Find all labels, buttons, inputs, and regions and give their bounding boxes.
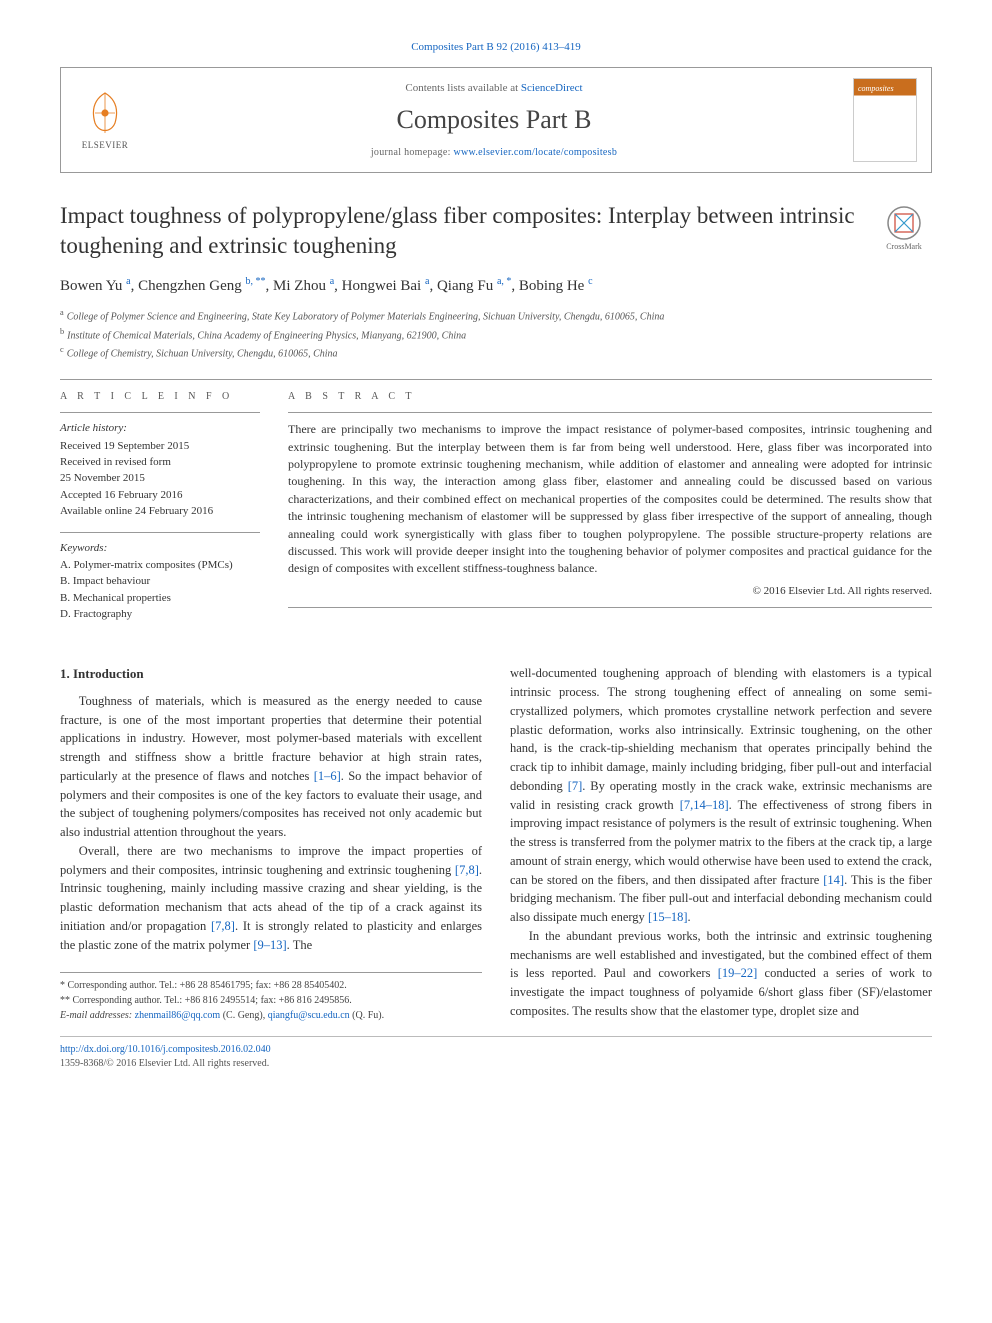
bottom-bar: http://dx.doi.org/10.1016/j.compositesb.… — [60, 1036, 932, 1071]
journal-cover-thumbnail — [853, 78, 917, 162]
ref-link[interactable]: [7,14–18] — [680, 798, 729, 812]
article-info-heading: A R T I C L E I N F O — [60, 390, 260, 404]
email-addresses: E-mail addresses: zhenmail86@qq.com (C. … — [60, 1009, 482, 1023]
email-link-2[interactable]: qiangfu@scu.edu.cn — [268, 1010, 350, 1021]
email-link-1[interactable]: zhenmail86@qq.com — [135, 1010, 221, 1021]
ref-link[interactable]: [15–18] — [648, 910, 688, 924]
history-line: Received in revised form — [60, 455, 260, 470]
publisher-name: ELSEVIER — [82, 139, 129, 152]
history-line: Received 19 September 2015 — [60, 439, 260, 454]
history-line: 25 November 2015 — [60, 471, 260, 486]
article-info-column: A R T I C L E I N F O Article history: R… — [60, 390, 260, 634]
abstract-column: A B S T R A C T There are principally tw… — [288, 390, 932, 634]
elsevier-logo: ELSEVIER — [75, 85, 135, 155]
article-title: Impact toughness of polypropylene/glass … — [60, 201, 932, 261]
ref-link[interactable]: [7,8] — [211, 919, 235, 933]
journal-name: Composites Part B — [149, 102, 839, 138]
history-line: Available online 24 February 2016 — [60, 504, 260, 519]
affiliation-b: Institute of Chemical Materials, China A… — [67, 330, 466, 341]
ref-link[interactable]: [7,8] — [455, 863, 479, 877]
body-columns: 1. Introduction Toughness of materials, … — [60, 664, 932, 1024]
keyword: A. Polymer-matrix composites (PMCs) — [60, 558, 260, 573]
affiliation-a: College of Polymer Science and Engineeri… — [67, 312, 665, 323]
affiliations: aCollege of Polymer Science and Engineer… — [60, 307, 932, 361]
intro-para-1: Toughness of materials, which is measure… — [60, 692, 482, 842]
sciencedirect-link[interactable]: ScienceDirect — [521, 82, 583, 94]
keyword: B. Mechanical properties — [60, 591, 260, 606]
contents-list-line: Contents lists available at ScienceDirec… — [149, 81, 839, 96]
top-citation: Composites Part B 92 (2016) 413–419 — [60, 40, 932, 55]
author-list: Bowen Yu a, Chengzhen Geng b, **, Mi Zho… — [60, 275, 932, 297]
journal-header: ELSEVIER Contents lists available at Sci… — [60, 67, 932, 173]
corresponding-2: ** Corresponding author. Tel.: +86 816 2… — [60, 994, 482, 1008]
intro-para-4: In the abundant previous works, both the… — [510, 927, 932, 1021]
abstract-text: There are principally two mechanisms to … — [288, 421, 932, 578]
ref-link[interactable]: [19–22] — [718, 966, 758, 980]
left-column: 1. Introduction Toughness of materials, … — [60, 664, 482, 1024]
keywords-label: Keywords: — [60, 541, 260, 556]
history-line: Accepted 16 February 2016 — [60, 488, 260, 503]
journal-homepage-line: journal homepage: www.elsevier.com/locat… — [149, 146, 839, 160]
abstract-heading: A B S T R A C T — [288, 390, 932, 404]
corresponding-1: * Corresponding author. Tel.: +86 28 854… — [60, 979, 482, 993]
ref-link[interactable]: [14] — [823, 873, 844, 887]
keyword: D. Fractography — [60, 607, 260, 622]
history-label: Article history: — [60, 421, 260, 436]
contents-prefix: Contents lists available at — [405, 82, 520, 94]
keyword: B. Impact behaviour — [60, 574, 260, 589]
affiliation-c: College of Chemistry, Sichuan University… — [67, 348, 338, 359]
ref-link[interactable]: [1–6] — [314, 769, 341, 783]
ref-link[interactable]: [7] — [568, 779, 583, 793]
ref-link[interactable]: [9–13] — [253, 938, 286, 952]
homepage-prefix: journal homepage: — [371, 147, 454, 158]
intro-heading: 1. Introduction — [60, 664, 482, 684]
intro-para-3: well-documented toughening approach of b… — [510, 664, 932, 927]
right-column: well-documented toughening approach of b… — [510, 664, 932, 1024]
issn-copyright: 1359-8368/© 2016 Elsevier Ltd. All right… — [60, 1057, 932, 1071]
corresponding-footnotes: * Corresponding author. Tel.: +86 28 854… — [60, 972, 482, 1023]
divider — [60, 379, 932, 380]
journal-homepage-link[interactable]: www.elsevier.com/locate/compositesb — [453, 147, 617, 158]
crossmark-label: CrossMark — [886, 241, 922, 252]
intro-para-2: Overall, there are two mechanisms to imp… — [60, 842, 482, 955]
abstract-copyright: © 2016 Elsevier Ltd. All rights reserved… — [288, 584, 932, 599]
crossmark-badge[interactable]: CrossMark — [876, 205, 932, 261]
doi-link[interactable]: http://dx.doi.org/10.1016/j.compositesb.… — [60, 1044, 271, 1055]
